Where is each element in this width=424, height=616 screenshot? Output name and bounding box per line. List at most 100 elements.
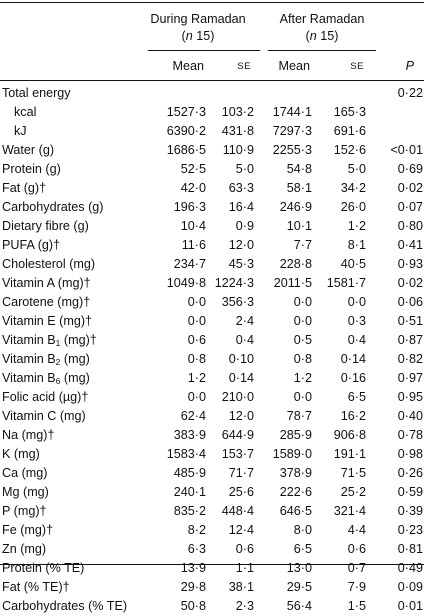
cell-se-after: 34·2 bbox=[340, 181, 366, 195]
cell-mean-after: 10·1 bbox=[286, 219, 312, 233]
cell-se-after: 165·3 bbox=[333, 105, 366, 119]
cell-se-after: 906·8 bbox=[333, 428, 366, 442]
cell-mean-during: 8·2 bbox=[187, 523, 206, 537]
cell-se-after: 40·5 bbox=[340, 257, 366, 271]
table-row: Fat (% TE)† 29·8 38·1 29·5 7·9 0·09 bbox=[0, 578, 423, 597]
cell-se-during: 103·2 bbox=[221, 105, 254, 119]
cell-se-during: 1224·3 bbox=[214, 276, 254, 290]
cell-se-during: 0·9 bbox=[235, 219, 254, 233]
row-label: kcal bbox=[14, 105, 37, 119]
cell-p-value: 0·40 bbox=[397, 409, 423, 423]
cell-se-after: 0·7 bbox=[347, 561, 366, 575]
row-label: Protein (% TE) bbox=[2, 561, 85, 575]
table-row: Fat (g)† 42·0 63·3 58·1 34·2 0·02 bbox=[0, 179, 423, 198]
cell-p-value: 0·80 bbox=[397, 219, 423, 233]
cell-mean-after: 1589·0 bbox=[272, 447, 312, 461]
row-label: Total energy bbox=[2, 86, 71, 100]
cell-mean-during: 62·4 bbox=[180, 409, 206, 423]
cell-mean-during: 485·9 bbox=[173, 466, 206, 480]
cell-se-after: 6·5 bbox=[347, 390, 366, 404]
cell-se-during bbox=[206, 84, 254, 103]
cell-mean-after: 54·8 bbox=[286, 162, 312, 176]
cell-mean-after: 7297·3 bbox=[272, 124, 312, 138]
cell-mean-during: 1583·4 bbox=[166, 447, 206, 461]
cell-mean-during: 29·8 bbox=[180, 580, 206, 594]
data-table: Total energy 0·22 kcal 1527·3 103·2 1744·1 165… bbox=[0, 84, 423, 616]
cell-mean-after: 222·6 bbox=[279, 485, 312, 499]
cell-p-value: 0·59 bbox=[397, 485, 423, 499]
row-label: Carotene (mg)† bbox=[2, 295, 91, 309]
cell-se-during: 2·3 bbox=[235, 599, 254, 613]
cell-se-after: 691·6 bbox=[333, 124, 366, 138]
cell-mean-during: 50·8 bbox=[180, 599, 206, 613]
cell-se-during: 2·4 bbox=[235, 314, 254, 328]
cell-se-during: 12·0 bbox=[228, 238, 254, 252]
cell-mean-after: 378·9 bbox=[279, 466, 312, 480]
cell-se-during: 431·8 bbox=[221, 124, 254, 138]
row-label: P (mg)† bbox=[2, 504, 47, 518]
cell-mean-after: 6·5 bbox=[293, 542, 312, 556]
cell-se-during: 12·4 bbox=[228, 523, 254, 537]
table-row: Mg (mg) 240·1 25·6 222·6 25·2 0·59 bbox=[0, 483, 423, 502]
cell-mean-during: 1686·5 bbox=[166, 143, 206, 157]
cell-se-after: 1·5 bbox=[347, 599, 366, 613]
row-label: Water (g) bbox=[2, 143, 55, 157]
group-header-after-title: After Ramadan bbox=[279, 12, 365, 26]
cell-se-during: 16·4 bbox=[228, 200, 254, 214]
cell-p-value: 0·97 bbox=[397, 371, 423, 385]
table-row: Protein (% TE) 13·9 1·1 13·0 0·7 0·49 bbox=[0, 559, 423, 578]
cell-mean-after: 78·7 bbox=[286, 409, 312, 423]
cell-se-during: 210·0 bbox=[221, 390, 254, 404]
cell-se-during: 12·0 bbox=[228, 409, 254, 423]
row-label: Na (mg)† bbox=[2, 428, 55, 442]
cell-mean-during bbox=[148, 84, 206, 103]
cell-se-after: 8·1 bbox=[347, 238, 366, 252]
cell-p-value: 0·93 bbox=[397, 257, 423, 271]
cell-se-after: 0·16 bbox=[340, 371, 366, 385]
cell-se-after: 4·4 bbox=[347, 523, 366, 537]
cell-mean-during: 42·0 bbox=[180, 181, 206, 195]
cell-se-during: 356·3 bbox=[221, 295, 254, 309]
cell-se-after: 26·0 bbox=[340, 200, 366, 214]
row-label: Vitamin A (mg)† bbox=[2, 276, 91, 290]
cell-mean-during: 1·2 bbox=[187, 371, 206, 385]
cell-se-after: 191·1 bbox=[333, 447, 366, 461]
cell-se-after: 152·6 bbox=[333, 143, 366, 157]
cell-mean-during: 234·7 bbox=[173, 257, 206, 271]
col-header-mean-after: Mean bbox=[278, 59, 310, 73]
cell-se-after: 71·5 bbox=[340, 466, 366, 480]
table-row: Zn (mg) 6·3 0·6 6·5 0·6 0·81 bbox=[0, 540, 423, 559]
cell-se-after: 0·14 bbox=[340, 352, 366, 366]
table-row: K (mg) 1583·4 153·7 1589·0 191·1 0·98 bbox=[0, 445, 423, 464]
cell-mean-after: 13·0 bbox=[286, 561, 312, 575]
cell-mean-after: 246·9 bbox=[279, 200, 312, 214]
cell-se-during: 25·6 bbox=[228, 485, 254, 499]
cell-se-during: 5·0 bbox=[235, 162, 254, 176]
cell-se-during: 38·1 bbox=[228, 580, 254, 594]
group-header-during-n: (n 15) bbox=[181, 29, 215, 43]
cell-p-value: 0·98 bbox=[397, 447, 423, 461]
col-header-se-after: SE bbox=[350, 61, 364, 72]
cell-p-value: 0·51 bbox=[397, 314, 423, 328]
table-row: Vitamin E (mg)† 0·0 2·4 0·0 0·3 0·51 bbox=[0, 312, 423, 331]
cell-mean-during: 10·4 bbox=[180, 219, 206, 233]
cell-se-after: 0·0 bbox=[347, 295, 366, 309]
cell-p-value: 0·81 bbox=[397, 542, 423, 556]
cell-mean-after: 1·2 bbox=[293, 371, 312, 385]
row-label: K (mg) bbox=[2, 447, 40, 461]
cell-mean-during: 52·5 bbox=[180, 162, 206, 176]
cell-p-value: 0·09 bbox=[397, 580, 423, 594]
row-label: Carbohydrates (g) bbox=[2, 200, 104, 214]
cell-p-value: 0·41 bbox=[397, 238, 423, 252]
cell-p-value: 0·02 bbox=[397, 181, 423, 195]
cell-mean-after: 2255·3 bbox=[272, 143, 312, 157]
row-label: Vitamin E (mg)† bbox=[2, 314, 93, 328]
cell-se-after bbox=[312, 84, 366, 103]
cell-p-value: 0·78 bbox=[397, 428, 423, 442]
row-label: Protein (g) bbox=[2, 162, 61, 176]
cell-mean-during: 1527·3 bbox=[166, 105, 206, 119]
cell-mean-during: 835·2 bbox=[173, 504, 206, 518]
table-row: Vitamin B6 (mg) 1·2 0·14 1·2 0·16 0·97 bbox=[0, 369, 423, 388]
table-row: Na (mg)† 383·9 644·9 285·9 906·8 0·78 bbox=[0, 426, 423, 445]
cell-p-value: 0·23 bbox=[397, 523, 423, 537]
